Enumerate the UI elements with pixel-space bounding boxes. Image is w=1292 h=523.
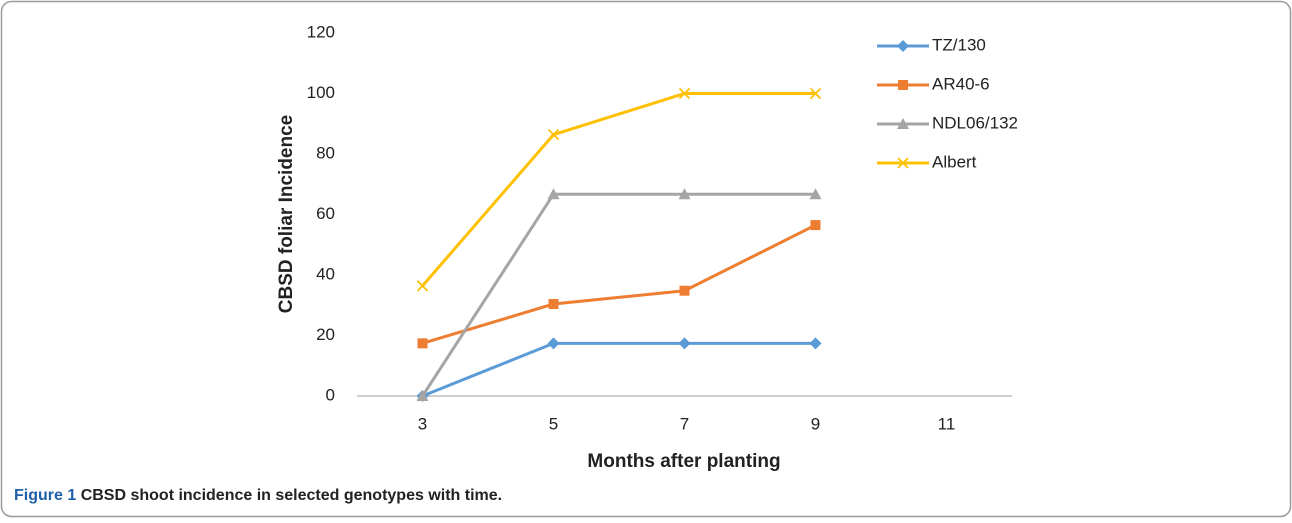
legend-marker <box>897 40 909 52</box>
series-line <box>422 223 817 345</box>
series-line <box>421 92 816 287</box>
x-tick-label: 5 <box>549 414 558 433</box>
marker <box>810 220 821 231</box>
caption-text: CBSD shoot incidence in selected genotyp… <box>81 487 502 504</box>
y-axis-label: CBSD foliar Incidence <box>276 115 297 314</box>
series-line <box>421 192 816 397</box>
y-tick-label: 40 <box>316 264 335 283</box>
marker <box>809 188 822 200</box>
y-tick-label: 0 <box>326 385 335 404</box>
x-tick-label: 7 <box>680 414 689 433</box>
caption: Figure 1 CBSD shoot incidence in selecte… <box>14 487 502 504</box>
caption-label: Figure 1 <box>14 487 76 504</box>
marker <box>416 280 429 292</box>
marker <box>809 337 822 350</box>
legend-label: AR40-6 <box>932 74 990 93</box>
marker <box>547 129 560 141</box>
marker <box>547 337 560 350</box>
series-line <box>421 341 816 398</box>
y-tick-label: 100 <box>307 83 335 102</box>
y-tick-label: 60 <box>316 204 335 223</box>
legend-marker <box>897 118 909 129</box>
x-tick-label: 3 <box>418 414 427 433</box>
legend-marker <box>898 80 908 90</box>
marker <box>678 188 691 200</box>
marker <box>678 87 691 100</box>
marker <box>416 390 429 401</box>
x-axis-label: Months after planting <box>587 451 780 472</box>
marker <box>678 337 691 350</box>
legend-label: NDL06/132 <box>932 113 1018 132</box>
x-tick-label: 9 <box>811 414 820 433</box>
y-tick-label: 120 <box>307 22 335 41</box>
legend-label: Albert <box>932 152 977 171</box>
legend-marker <box>897 157 909 169</box>
y-tick-label: 20 <box>316 325 335 344</box>
y-tick-label: 80 <box>316 143 335 162</box>
marker <box>809 87 822 100</box>
marker <box>679 285 690 296</box>
legend-label: TZ/130 <box>932 35 986 54</box>
marker <box>417 338 428 349</box>
x-tick-label: 11 <box>938 414 956 433</box>
marker <box>548 299 559 310</box>
marker <box>547 188 560 200</box>
